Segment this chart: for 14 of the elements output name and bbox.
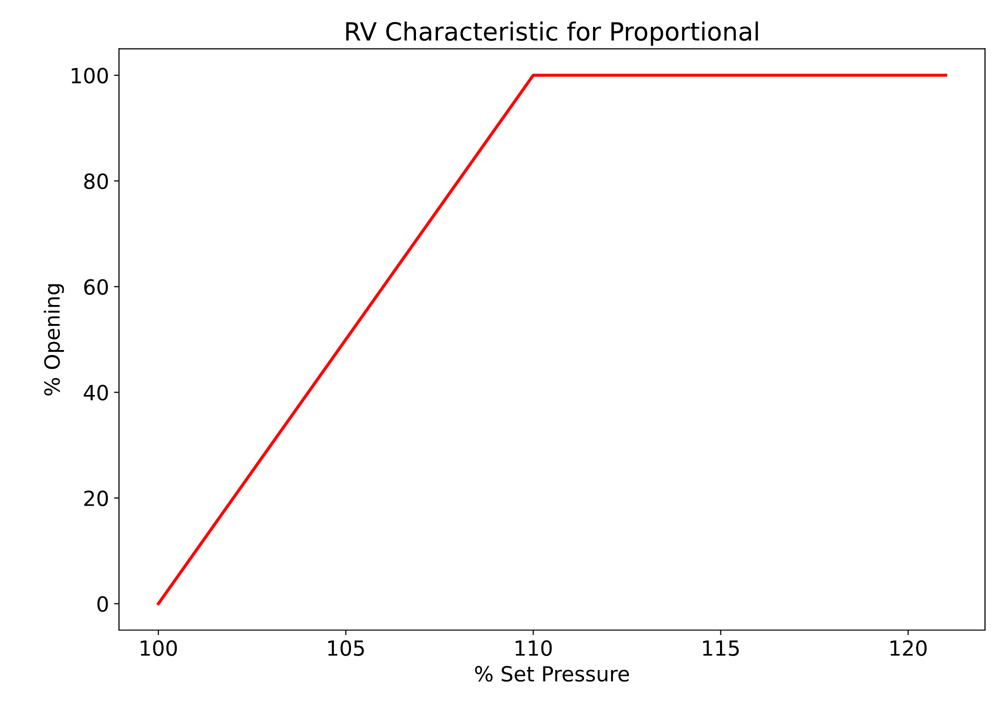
- y-tick-label: 20: [84, 490, 108, 506]
- y-tick-label: 40: [84, 384, 108, 401]
- x-tick-label: 115: [703, 640, 739, 656]
- y-tick-label: 100: [72, 68, 108, 84]
- x-tick-label: 105: [328, 640, 364, 656]
- chart-title: RV Characteristic for Proportional: [346, 22, 758, 46]
- y-axis-title: % Opening: [44, 284, 64, 396]
- y-tick-label: 0: [97, 596, 108, 612]
- y-tick-label: 60: [84, 279, 108, 295]
- x-tick-label: 100: [140, 640, 177, 656]
- x-axis-title: % Set Pressure: [475, 666, 629, 682]
- x-tick-label: 120: [890, 640, 927, 656]
- y-tick-label: 80: [84, 173, 108, 190]
- x-tick-label: 110: [516, 640, 552, 656]
